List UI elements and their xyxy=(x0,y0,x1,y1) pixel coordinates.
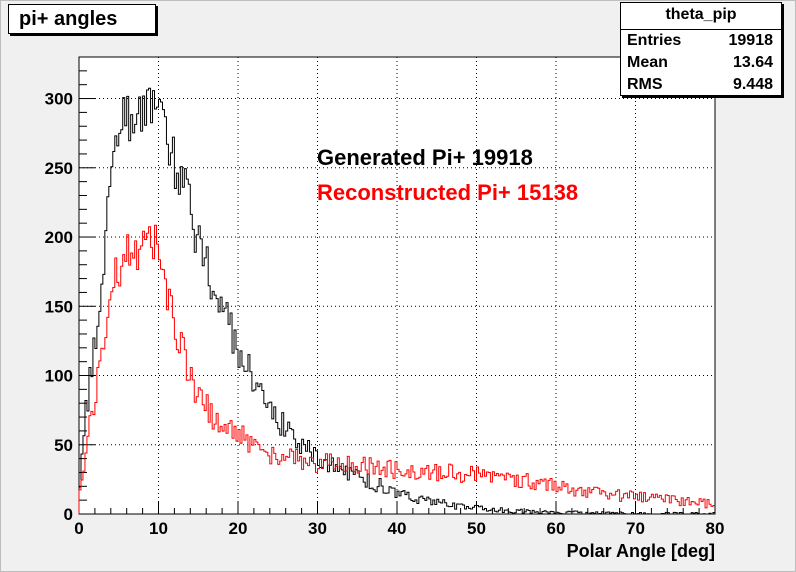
stats-row-rms: RMS 9.448 xyxy=(621,74,781,96)
x-tick-label: 60 xyxy=(547,519,566,538)
generated-annotation: Generated Pi+ 19918 xyxy=(317,145,533,170)
y-tick-label: 100 xyxy=(45,367,73,386)
stats-label: Mean xyxy=(627,54,668,71)
generated-series-line xyxy=(78,87,715,515)
stats-row-mean: Mean 13.64 xyxy=(621,52,781,74)
y-tick-label: 50 xyxy=(54,436,73,455)
y-tick-label: 0 xyxy=(64,505,73,524)
y-tick-label: 250 xyxy=(45,159,73,178)
stats-label: Entries xyxy=(627,32,682,49)
y-tick-label: 150 xyxy=(45,297,73,316)
axis-ticks: 0 10 20 30 40 50 60 70 80 0 50 100 150 200 250 300 xyxy=(45,70,725,538)
stats-value: 19918 xyxy=(728,32,774,49)
x-tick-label: 80 xyxy=(706,519,725,538)
chart-title: pi+ angles xyxy=(8,4,156,34)
x-axis-label: Polar Angle [deg] xyxy=(567,541,715,561)
x-tick-label: 40 xyxy=(388,519,407,538)
x-tick-label: 30 xyxy=(308,519,327,538)
series-group xyxy=(78,87,715,515)
x-tick-label: 50 xyxy=(467,519,486,538)
reconstructed-series-line xyxy=(78,224,715,514)
stats-value: 13.64 xyxy=(732,54,773,71)
x-tick-label: 0 xyxy=(74,519,83,538)
stats-box-title: theta_pip xyxy=(621,3,781,30)
x-tick-label: 20 xyxy=(229,519,248,538)
stats-value: 9.448 xyxy=(732,76,773,93)
x-tick-label: 70 xyxy=(626,519,645,538)
x-tick-label: 10 xyxy=(149,519,168,538)
y-tick-label: 200 xyxy=(45,228,73,247)
stats-row-entries: Entries 19918 xyxy=(621,30,781,52)
reconstructed-annotation: Reconstructed Pi+ 15138 xyxy=(317,180,578,205)
grid xyxy=(78,57,716,514)
stats-box: theta_pip Entries 19918 Mean 13.64 RMS 9… xyxy=(620,2,782,96)
y-tick-label: 300 xyxy=(45,90,73,109)
stats-label: RMS xyxy=(627,76,663,93)
